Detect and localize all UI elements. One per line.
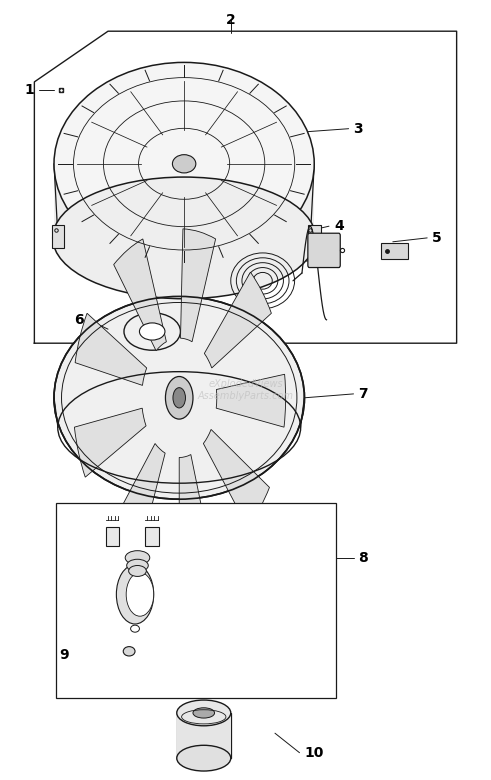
Text: 6: 6 bbox=[74, 313, 83, 327]
Text: 7: 7 bbox=[358, 387, 368, 401]
Bar bbox=[52, 225, 64, 248]
Ellipse shape bbox=[54, 296, 304, 499]
Wedge shape bbox=[114, 239, 166, 351]
Polygon shape bbox=[177, 713, 231, 758]
Text: 10: 10 bbox=[304, 746, 324, 760]
Wedge shape bbox=[75, 408, 146, 477]
FancyBboxPatch shape bbox=[308, 233, 340, 268]
Ellipse shape bbox=[54, 62, 314, 265]
Ellipse shape bbox=[139, 323, 165, 340]
Text: 5: 5 bbox=[432, 231, 442, 245]
Wedge shape bbox=[181, 229, 216, 342]
Text: eXplodedViews
AssemblyParts.com: eXplodedViews AssemblyParts.com bbox=[197, 379, 294, 401]
Ellipse shape bbox=[173, 388, 186, 408]
Wedge shape bbox=[179, 455, 212, 567]
Ellipse shape bbox=[177, 700, 231, 725]
Ellipse shape bbox=[193, 707, 215, 718]
Bar bbox=[381, 243, 408, 259]
Wedge shape bbox=[75, 314, 147, 385]
Ellipse shape bbox=[165, 377, 193, 419]
Wedge shape bbox=[111, 444, 165, 555]
Text: 4: 4 bbox=[334, 219, 344, 233]
Polygon shape bbox=[54, 398, 304, 427]
Wedge shape bbox=[126, 573, 154, 616]
Text: 2: 2 bbox=[226, 12, 236, 27]
Text: 1: 1 bbox=[25, 83, 34, 97]
Ellipse shape bbox=[53, 177, 316, 299]
Text: 9: 9 bbox=[59, 648, 69, 662]
Polygon shape bbox=[106, 526, 119, 546]
Ellipse shape bbox=[124, 313, 180, 350]
Circle shape bbox=[116, 565, 154, 624]
Bar bbox=[308, 225, 321, 248]
Ellipse shape bbox=[127, 559, 148, 572]
Polygon shape bbox=[145, 526, 159, 546]
Text: 3: 3 bbox=[354, 122, 363, 136]
Ellipse shape bbox=[172, 154, 196, 173]
Ellipse shape bbox=[123, 647, 135, 656]
Ellipse shape bbox=[125, 551, 150, 565]
Wedge shape bbox=[203, 430, 270, 527]
Wedge shape bbox=[216, 374, 286, 427]
Ellipse shape bbox=[177, 746, 231, 771]
Ellipse shape bbox=[129, 566, 146, 576]
Polygon shape bbox=[54, 164, 314, 238]
Wedge shape bbox=[204, 272, 272, 368]
Bar bbox=[56, 503, 336, 698]
Text: 8: 8 bbox=[358, 551, 368, 565]
